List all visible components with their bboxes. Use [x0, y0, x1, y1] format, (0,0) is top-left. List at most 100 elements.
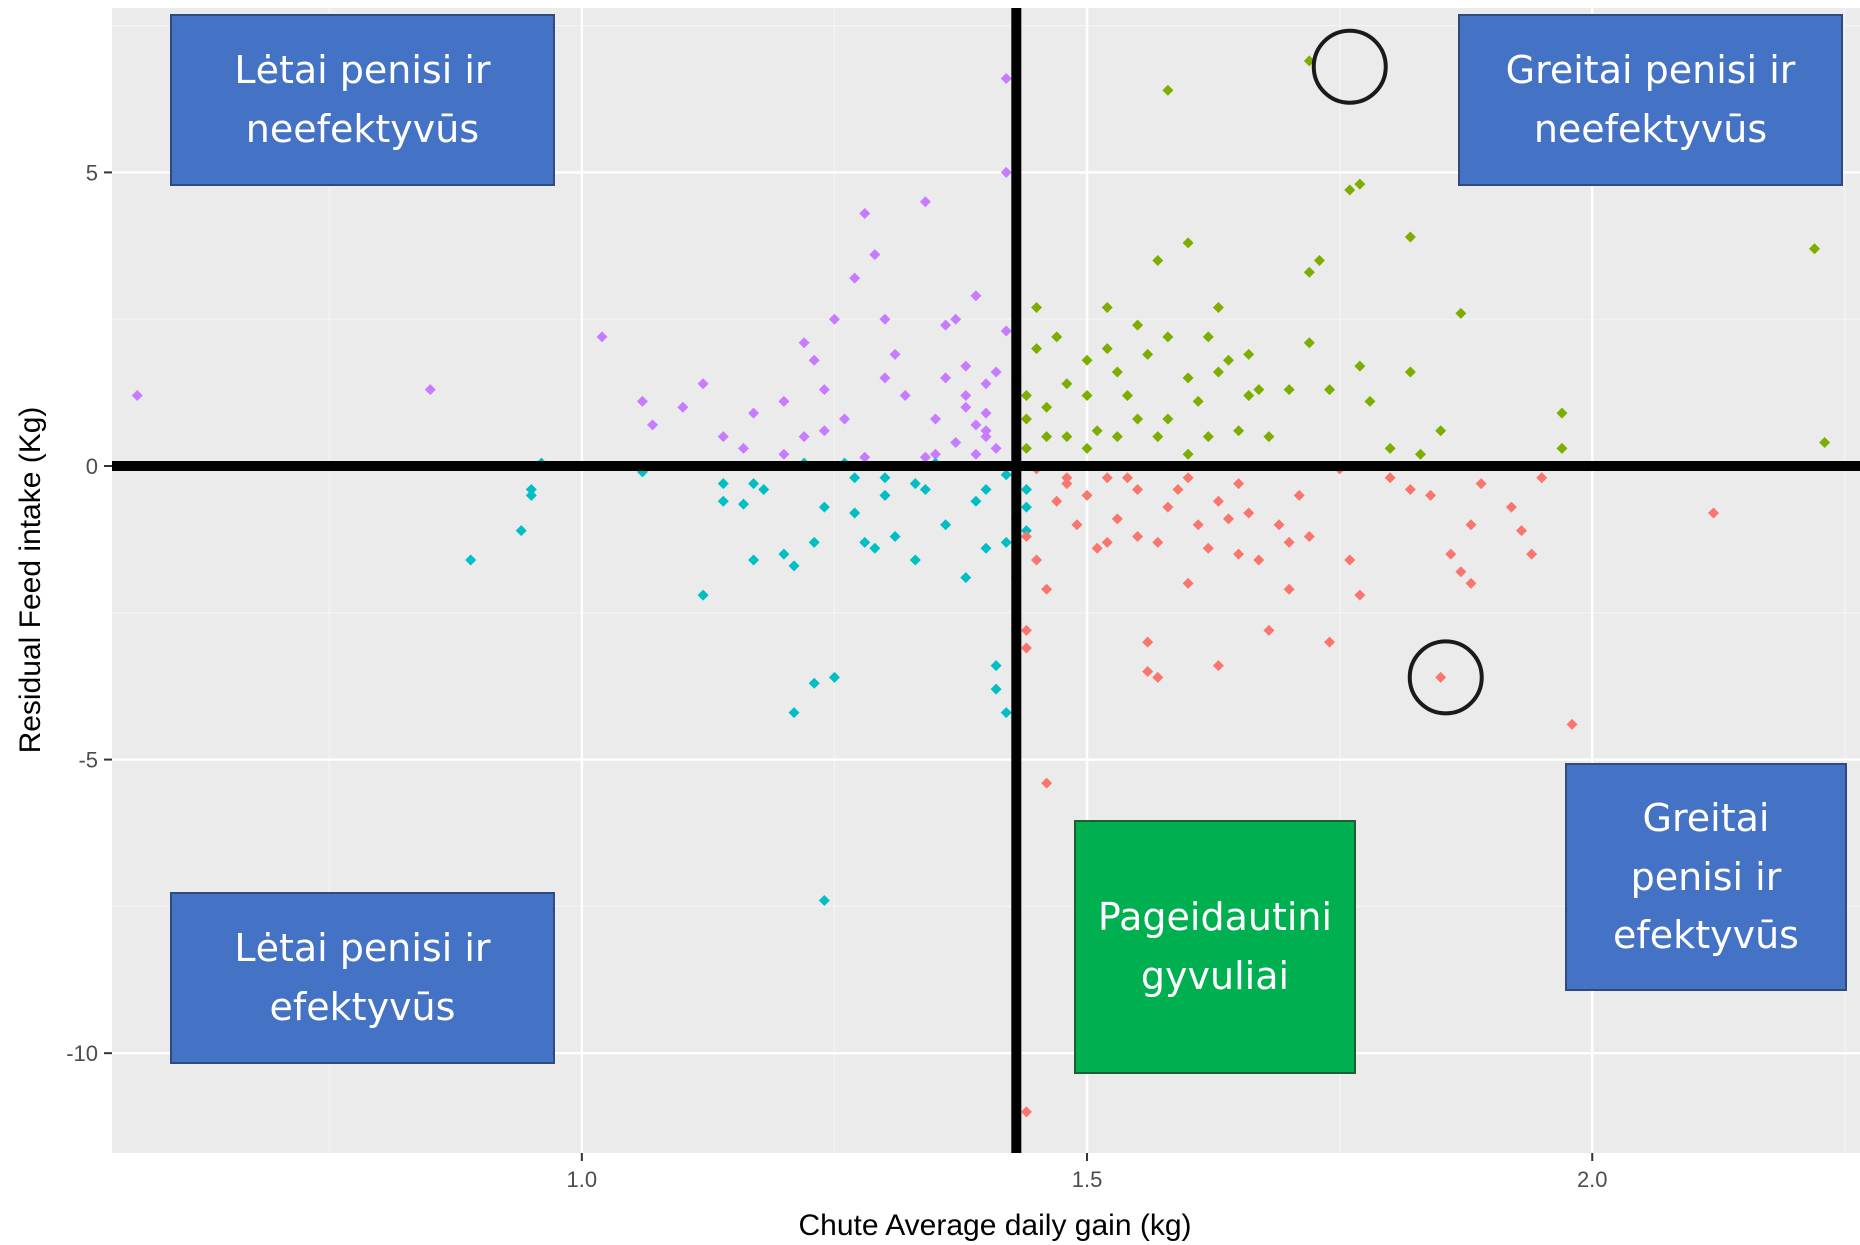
data-point — [1414, 448, 1426, 460]
data-point — [1111, 513, 1123, 525]
data-point — [1526, 548, 1538, 560]
data-point — [1202, 331, 1214, 343]
quadrant-label-top-left: Lėtai penisi ir neefektyvūs — [170, 14, 555, 186]
data-point — [1081, 442, 1093, 454]
data-point — [1455, 566, 1467, 578]
data-point — [980, 407, 992, 419]
x-tick-label: 1.0 — [567, 1167, 598, 1192]
data-point — [808, 354, 820, 366]
data-point — [1465, 577, 1477, 589]
data-point — [717, 478, 729, 490]
data-point — [1000, 707, 1012, 719]
data-point — [1000, 166, 1012, 178]
data-point — [748, 478, 760, 490]
data-point — [1809, 243, 1821, 255]
data-point — [424, 384, 436, 396]
data-point — [889, 348, 901, 360]
data-point — [869, 249, 881, 261]
data-point — [1384, 472, 1396, 484]
data-point — [1435, 425, 1447, 437]
data-point — [1313, 254, 1325, 266]
data-point — [960, 390, 972, 402]
data-point — [940, 319, 952, 331]
data-point — [1000, 325, 1012, 337]
y-axis-ticks: 5 0 -5 -10 — [66, 160, 112, 1066]
data-point — [1152, 671, 1164, 683]
data-point — [1404, 231, 1416, 243]
data-point — [1202, 431, 1214, 443]
data-point — [990, 442, 1002, 454]
y-axis-title: Residual Feed intake (Kg) — [14, 407, 47, 754]
y-tick-label: -10 — [66, 1041, 98, 1066]
data-point — [1081, 390, 1093, 402]
data-point — [1253, 554, 1265, 566]
data-point — [1101, 301, 1113, 313]
data-point — [1354, 360, 1366, 372]
data-point — [960, 572, 972, 584]
data-point — [1212, 660, 1224, 672]
data-point — [1384, 442, 1396, 454]
data-point — [778, 548, 790, 560]
data-point — [1212, 301, 1224, 313]
data-point — [1132, 530, 1144, 542]
data-point — [940, 372, 952, 384]
data-point — [788, 560, 800, 572]
data-point — [1162, 331, 1174, 343]
data-point — [970, 419, 982, 431]
data-point — [1142, 666, 1154, 678]
data-point — [1354, 589, 1366, 601]
data-point — [990, 366, 1002, 378]
quadrant-label-bottom-left: Lėtai penisi ir efektyvūs — [170, 892, 555, 1064]
data-point — [970, 495, 982, 507]
data-point — [869, 542, 881, 554]
data-point — [808, 536, 820, 548]
data-point — [879, 489, 891, 501]
data-point — [1111, 431, 1123, 443]
data-point — [1172, 483, 1184, 495]
data-point — [1162, 413, 1174, 425]
data-point — [1283, 384, 1295, 396]
data-point — [1101, 536, 1113, 548]
data-point — [596, 331, 608, 343]
quadrant-label-desired: Pageidautini gyvuliai — [1074, 820, 1356, 1074]
data-point — [1152, 431, 1164, 443]
data-point — [1142, 636, 1154, 648]
data-point — [1354, 178, 1366, 190]
highlight-circles — [1311, 28, 1484, 716]
data-point — [1233, 425, 1245, 437]
data-point — [818, 425, 830, 437]
data-point — [1303, 530, 1315, 542]
data-point — [818, 384, 830, 396]
quadrant-label-bottom-right: Greitai penisi ir efektyvūs — [1565, 763, 1847, 991]
data-point — [919, 196, 931, 208]
data-point — [1162, 501, 1174, 513]
data-point — [1516, 525, 1528, 537]
y-tick-label: 0 — [86, 454, 98, 479]
data-point — [1091, 542, 1103, 554]
data-point — [970, 448, 982, 460]
data-point — [929, 413, 941, 425]
data-point — [1243, 507, 1255, 519]
data-point — [1061, 478, 1073, 490]
data-point — [697, 589, 709, 601]
data-point — [1455, 307, 1467, 319]
data-point — [1435, 671, 1447, 683]
data-point — [889, 530, 901, 542]
data-point — [1445, 548, 1457, 560]
data-point — [677, 401, 689, 413]
data-point — [859, 451, 871, 463]
y-tick-label: -5 — [78, 748, 98, 773]
data-point — [1536, 472, 1548, 484]
data-point — [1566, 718, 1578, 730]
data-point — [980, 378, 992, 390]
data-point — [1020, 624, 1032, 636]
data-point — [1212, 495, 1224, 507]
data-point — [1020, 501, 1032, 513]
data-point — [919, 451, 931, 463]
data-point — [980, 431, 992, 443]
data-point — [1152, 536, 1164, 548]
x-tick-label: 2.0 — [1577, 1167, 1608, 1192]
data-point — [1303, 266, 1315, 278]
data-point — [465, 554, 477, 566]
highlight-circle — [1407, 639, 1484, 716]
